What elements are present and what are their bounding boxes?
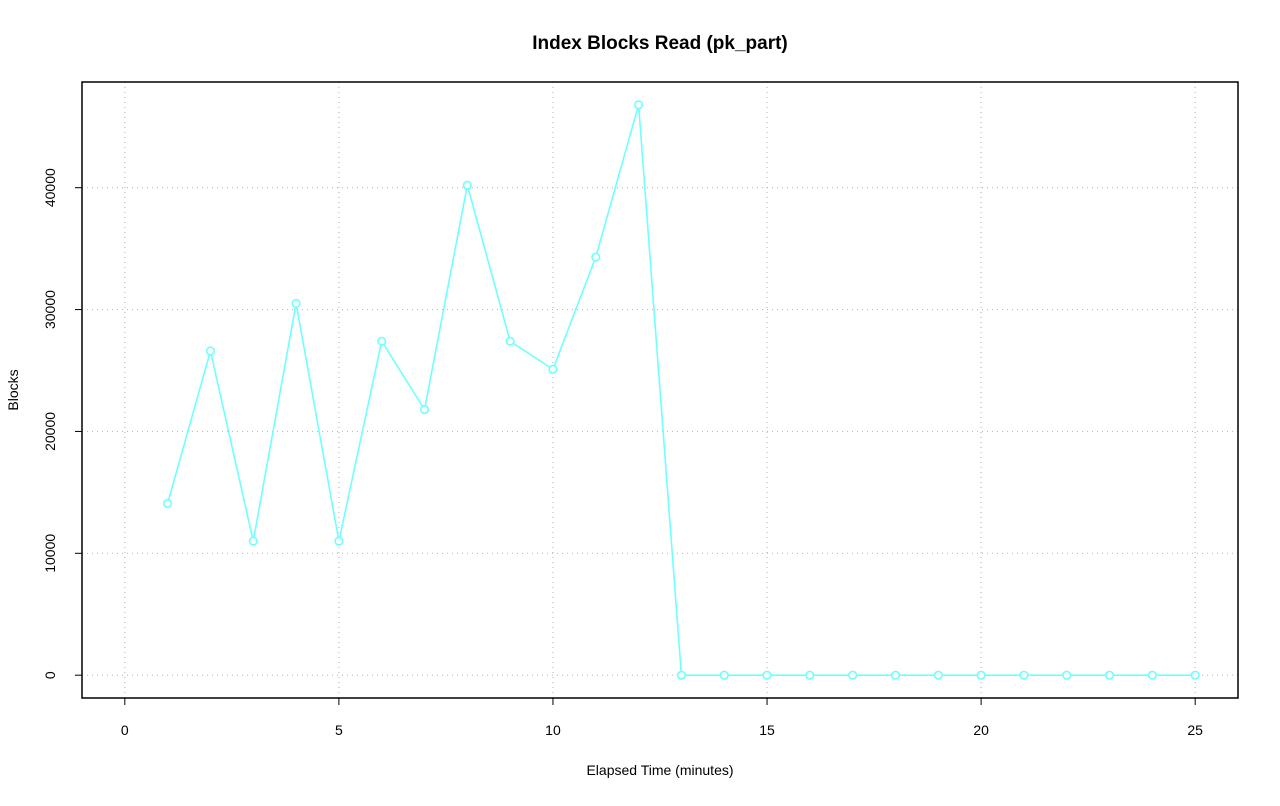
x-tick-label: 25 <box>1187 722 1203 738</box>
x-tick-label: 5 <box>335 722 343 738</box>
data-point <box>762 670 772 680</box>
data-point <box>419 404 430 415</box>
x-axis-label: Elapsed Time (minutes) <box>586 762 733 778</box>
data-point <box>719 670 729 680</box>
data-point <box>163 498 173 508</box>
data-point <box>848 670 858 680</box>
x-tick-label: 20 <box>973 722 989 738</box>
data-point <box>377 336 387 346</box>
data-point <box>248 536 258 546</box>
data-point <box>291 298 301 309</box>
x-tick-label: 15 <box>759 722 775 738</box>
x-tick-label: 0 <box>121 722 129 738</box>
y-tick-label: 40000 <box>42 168 58 207</box>
y-tick-label: 0 <box>42 671 58 679</box>
x-tick-label: 10 <box>545 722 561 738</box>
data-point <box>1147 670 1157 680</box>
data-point <box>933 670 943 680</box>
data-point <box>548 364 558 374</box>
data-point <box>805 670 815 680</box>
data-point <box>505 336 515 346</box>
data-point <box>205 346 216 356</box>
data-point <box>1062 670 1072 680</box>
data-point <box>633 100 644 110</box>
y-tick-label: 10000 <box>42 534 58 573</box>
data-point <box>976 670 986 680</box>
data-point <box>462 180 472 190</box>
data-point <box>1190 670 1200 680</box>
y-tick-label: 30000 <box>42 290 58 329</box>
data-point <box>334 536 344 546</box>
plot-border <box>81 81 1239 699</box>
data-point <box>890 670 901 680</box>
chart-title: Index Blocks Read (pk_part) <box>532 33 788 54</box>
data-point <box>591 252 601 262</box>
data-point <box>1019 670 1029 680</box>
data-point <box>1104 670 1115 680</box>
y-tick-label: 20000 <box>42 412 58 451</box>
data-point <box>676 670 687 680</box>
y-axis-label: Blocks <box>5 369 21 410</box>
